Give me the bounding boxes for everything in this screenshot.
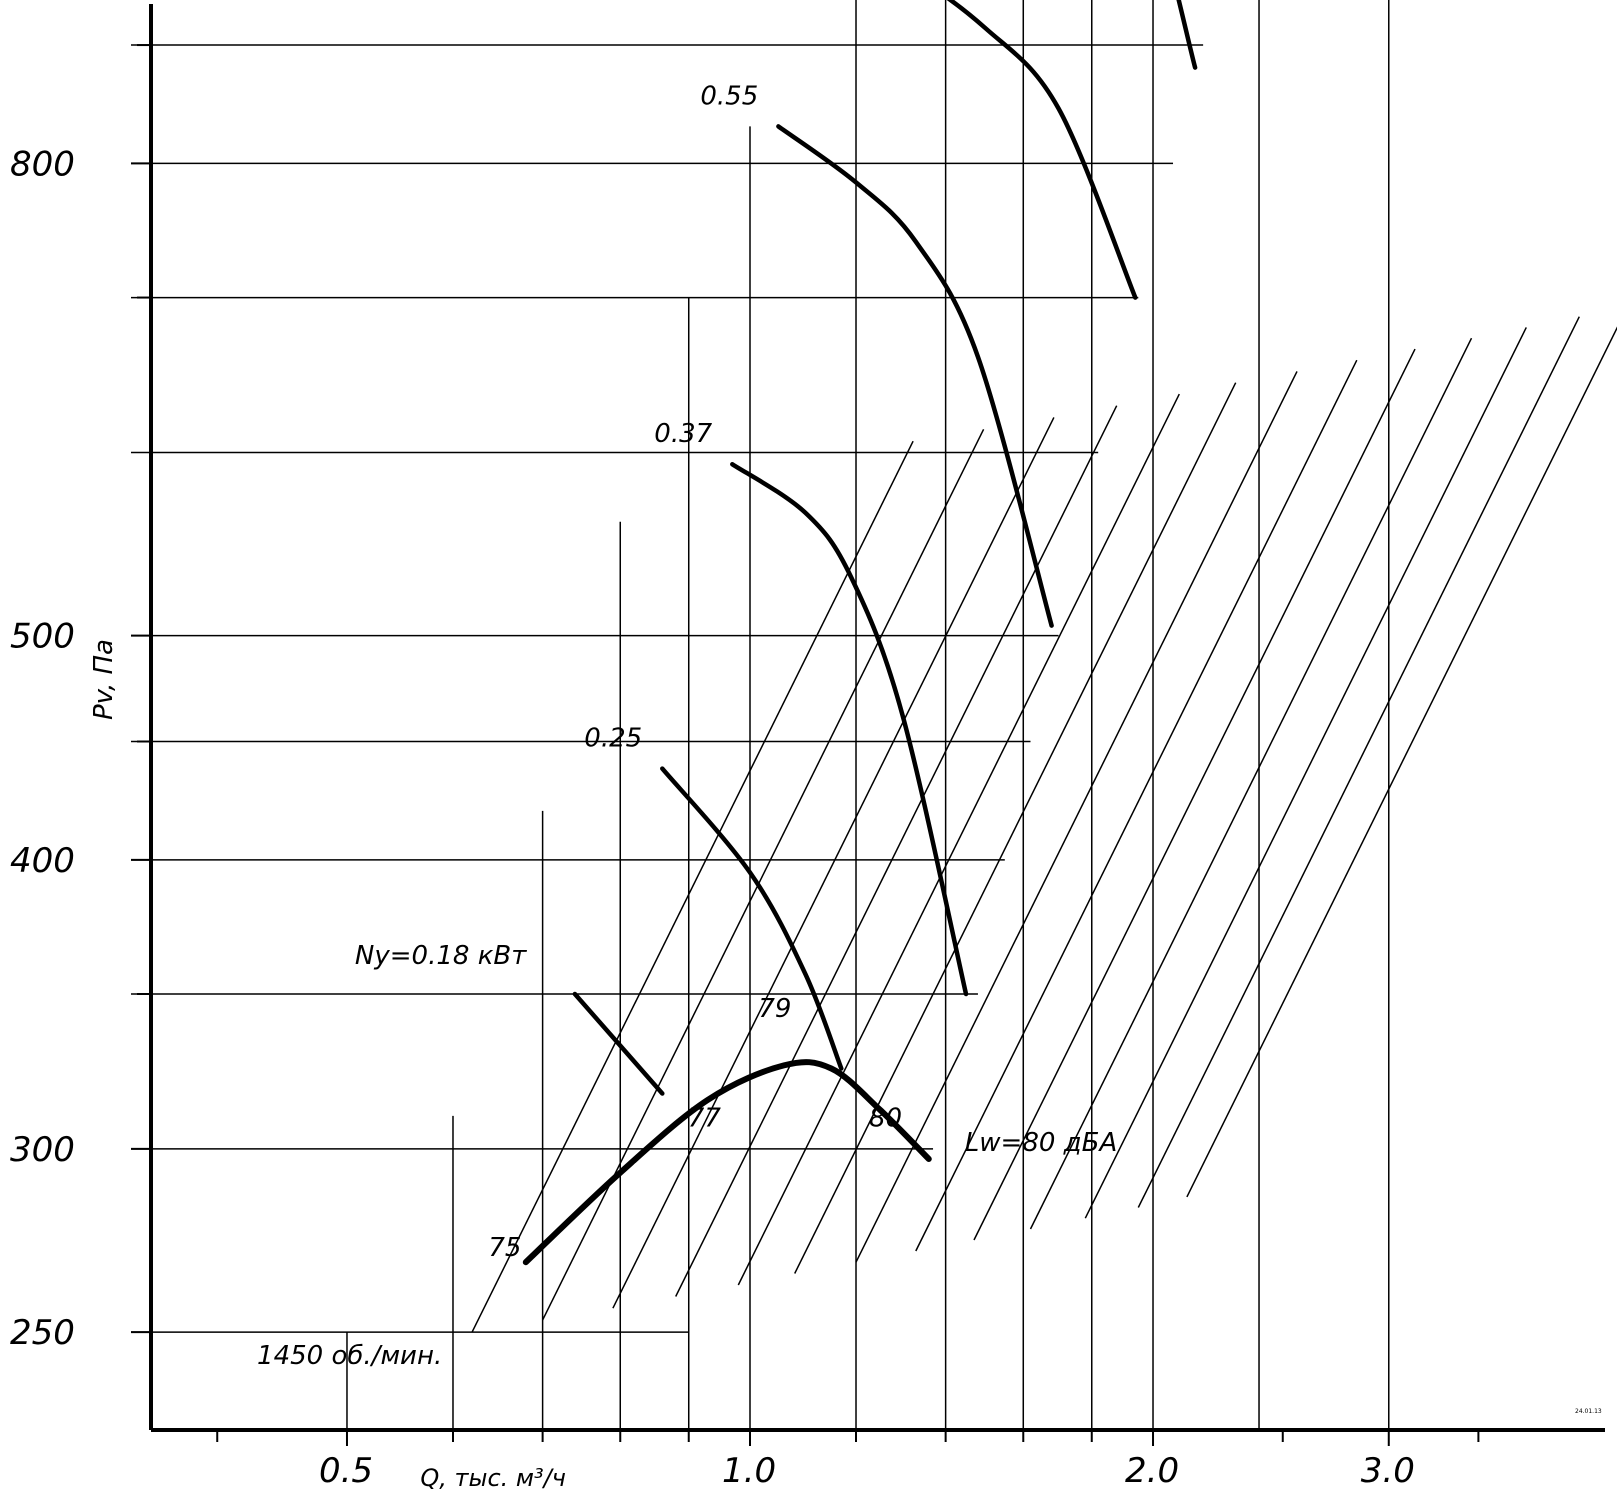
diagonal-line [1029,337,1473,1230]
corner-note: 24.01.13 [1575,1408,1602,1415]
diagonal-line [675,405,1118,1297]
noise-value-label: 75 [488,1233,521,1263]
noise-value-label: 80 [869,1103,902,1133]
diagonal-line [973,348,1416,1241]
noise-value-label: 77 [688,1103,722,1133]
y-tick-label: 400 [10,841,75,881]
y-tick-label: 300 [10,1130,75,1170]
curve-layer [522,0,1198,1266]
label-layer: 2503004005008001000120016000.51.02.03.0N… [10,81,1602,1492]
power-curve [572,991,665,1096]
x-tick-label: 1.0 [722,1451,776,1491]
diagonal-line [794,382,1237,1274]
diagonal-line [737,393,1180,1286]
diagonal-line [915,359,1358,1252]
diagonal-line [471,440,914,1333]
speed-label-low: 1450 об./мин. [257,1341,442,1371]
noise-value-label: 79 [758,994,791,1024]
diagonal-layer [471,316,1617,1333]
diagonal-line [1084,327,1527,1219]
diagonal-line [1186,326,1617,1198]
x-tick-label: 0.5 [319,1451,373,1491]
power-curve-label: Ny=0.18 кВт [355,941,527,971]
power-curve-label: 0.55 [700,81,758,111]
y-tick-label: 250 [10,1313,75,1353]
power-curve [730,461,969,997]
power-curve-label: 0.37 [654,419,712,449]
diagonal-line [612,417,1055,1309]
y-tick-label: 800 [10,144,75,184]
power-curve [946,0,1138,300]
noise-label-low: Lw=80 дБА [965,1128,1117,1158]
power-curve [776,124,1054,628]
diagonal-line [1137,316,1580,1208]
power-curve-label: 0.25 [584,724,642,754]
x-tick-label: 2.0 [1125,1451,1179,1491]
x-tick-label: 3.0 [1361,1451,1415,1491]
frame-layer [131,4,1605,1446]
envelope-curve [522,1059,932,1266]
power-curve [660,766,844,1071]
power-curve [1176,0,1198,70]
x-axis-title: Q, тыс. м³/ч [420,1464,566,1492]
diagonal-line [541,428,985,1321]
y-tick-label: 500 [10,617,75,657]
diagonal-line [855,371,1298,1263]
y-axis-title: Pv, Па [89,639,119,720]
grid-layer [131,0,1390,1430]
